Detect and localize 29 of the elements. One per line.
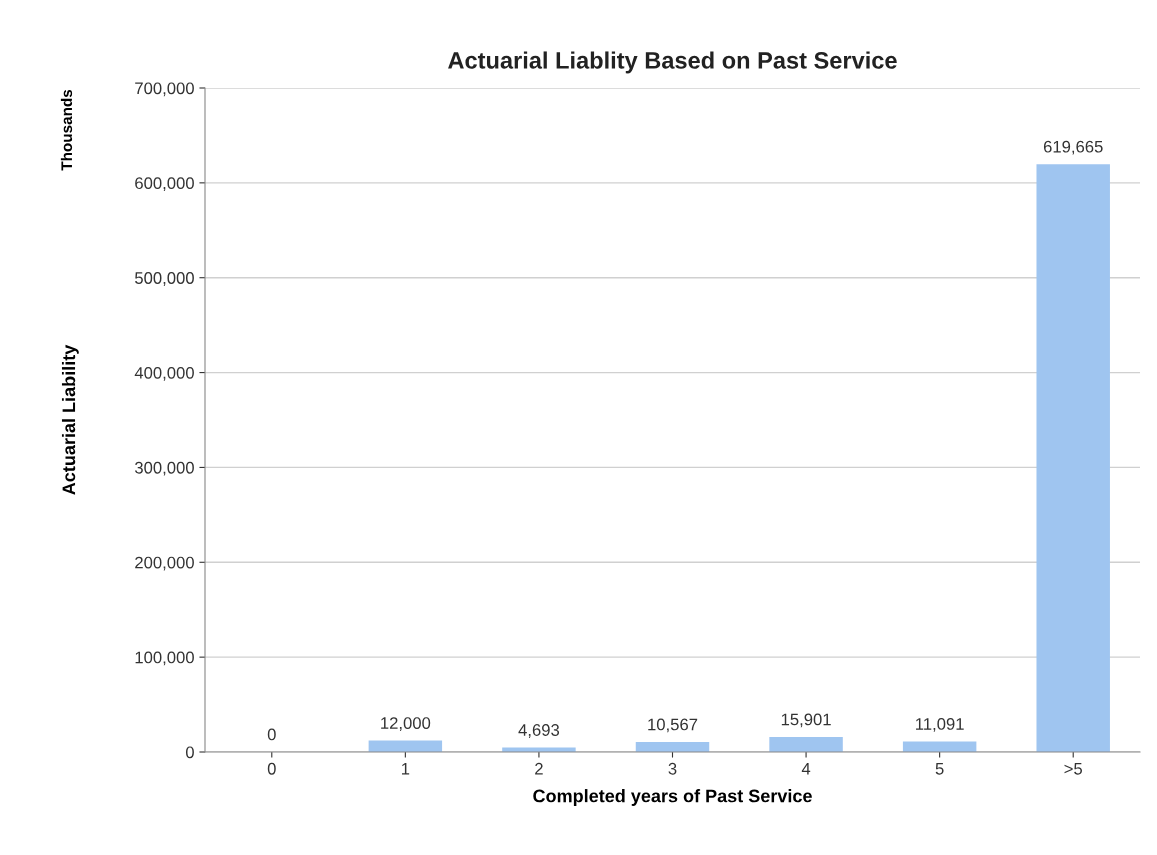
chart-title: Actuarial Liablity Based on Past Service [448,51,897,74]
data-label: 10,567 [648,718,698,733]
y-tick-label: 400,000 [134,366,194,381]
x-axis-title: Completed years of Past Service [533,789,812,806]
bar [1036,164,1110,752]
data-label: 12,000 [381,717,431,731]
y-axis-title: Actuarial Liability [61,344,79,495]
data-label: 4,693 [518,724,560,738]
data-label: 0 [267,728,276,741]
x-tick-label: >5 [1064,763,1083,775]
x-tick-label: 1 [401,763,410,775]
y-tick-label: 0 [185,746,194,759]
x-tick-label: 3 [668,762,677,775]
x-tick-label: 5 [935,763,944,775]
x-tick-label: 4 [801,763,811,775]
y-tick-label: 700,000 [135,82,194,97]
data-label: 15,901 [781,713,831,728]
bar [902,741,977,752]
y-tick-label: 300,000 [134,461,194,476]
data-label: 11,091 [916,718,964,732]
data-label: 619,665 [1043,140,1103,155]
bar [769,736,843,752]
x-tick-label: 0 [267,762,276,775]
y-tick-label: 200,000 [135,556,194,571]
text: Thousands [60,89,73,171]
y-tick-label: 500,000 [135,272,194,286]
y-tick-label: 600,000 [135,177,194,192]
y-tick-label: 100,000 [135,651,194,666]
x-tick-label: 2 [535,762,543,775]
